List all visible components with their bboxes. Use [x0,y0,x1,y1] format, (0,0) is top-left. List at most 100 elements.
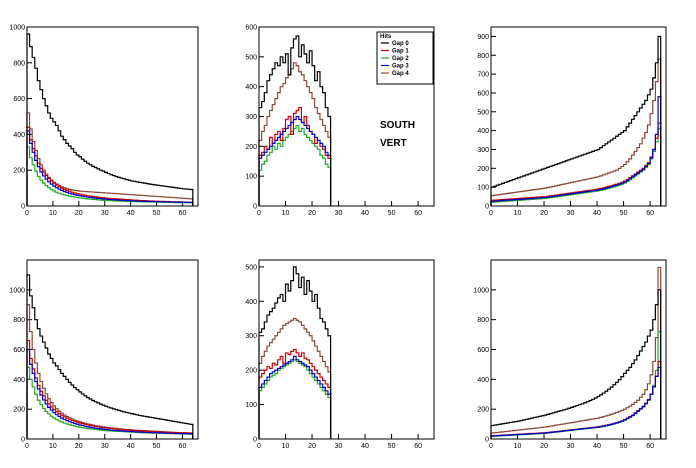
x-tick-label: 10 [49,210,57,217]
y-tick-label: 400 [245,84,257,91]
y-tick-label: 1000 [9,25,25,32]
y-tick-label: 1000 [473,287,489,294]
x-tick-label: 40 [127,210,135,217]
y-tick-label: 100 [477,185,489,192]
legend-entry: Gap 2 [392,56,409,62]
series-gap-4 [258,62,332,206]
series-gap-0 [26,274,194,439]
panel-top-right: 0 10 20 30 40 50 60010020030040050060070080090… [477,26,667,217]
series-gap-0 [26,33,194,206]
y-tick-label: 600 [13,96,25,103]
y-tick-label: 0 [253,437,257,444]
x-tick-label: 40 [127,443,135,450]
y-tick-label: 800 [13,317,25,324]
y-tick-label: 800 [477,317,489,324]
series-gap-0 [258,35,332,206]
series-gap-3 [26,130,194,206]
y-tick-label: 100 [245,174,257,181]
y-tick-label: 600 [477,347,489,354]
x-tick-label: 60 [646,443,654,450]
y-tick-label: 800 [477,53,489,60]
legend-entry: Gap 4 [392,71,409,77]
plot-frame [490,259,667,440]
y-tick-label: 1000 [9,287,25,294]
series-gap-3 [26,348,194,439]
x-tick-label: 10 [49,443,57,450]
series-gap-1 [490,122,662,206]
legend-entry: Gap 1 [392,49,409,55]
y-tick-label: 600 [245,25,257,32]
x-tick-label: 20 [75,443,83,450]
y-tick-label: 400 [477,377,489,384]
y-tick-label: 200 [13,168,25,175]
x-tick-label: 50 [620,210,628,217]
y-tick-label: 300 [245,333,257,340]
series-gap-0 [258,266,332,439]
y-tick-label: 400 [477,128,489,135]
x-tick-label: 0 [25,443,29,450]
y-tick-label: 700 [477,72,489,79]
x-tick-label: 60 [179,210,187,217]
y-tick-label: 200 [245,368,257,375]
x-tick-label: 0 [489,210,493,217]
x-tick-label: 30 [567,443,575,450]
series-gap-4 [490,58,662,206]
series-gap-4 [26,112,194,206]
x-tick-label: 60 [414,210,422,217]
y-tick-label: 800 [13,60,25,67]
series-gap-3 [258,355,332,439]
x-tick-label: 20 [308,443,316,450]
series-gap-2 [258,124,332,206]
x-tick-label: 20 [308,210,316,217]
y-tick-label: 500 [245,54,257,61]
x-tick-label: 30 [101,210,109,217]
y-tick-label: 300 [477,147,489,154]
plot-frame [26,26,199,207]
y-tick-label: 500 [245,264,257,271]
series-gap-1 [26,339,194,439]
x-tick-label: 30 [101,443,109,450]
y-tick-label: 200 [245,144,257,151]
x-tick-label: 30 [335,210,343,217]
x-tick-label: 50 [620,443,628,450]
legend-entry: Gap 3 [392,64,409,70]
series-gap-3 [258,115,332,206]
annotation-south: SOUTH [380,120,415,131]
y-tick-label: 0 [485,204,489,211]
y-tick-label: 200 [13,407,25,414]
y-tick-label: 0 [485,437,489,444]
x-tick-label: 50 [388,443,396,450]
y-tick-label: 0 [21,437,25,444]
x-tick-label: 20 [540,443,548,450]
x-tick-label: 50 [388,210,396,217]
y-tick-label: 400 [13,132,25,139]
panel-bottom-middle: 0 10 20 30 40 50 60 0 100 200 300 400 500 [245,259,435,450]
annotation-vert: VERT [380,138,407,149]
x-tick-label: 30 [567,210,575,217]
series-gap-3 [490,96,662,206]
y-tick-label: 400 [13,377,25,384]
x-tick-label: 50 [153,210,161,217]
y-tick-label: 500 [477,109,489,116]
series-gap-3 [490,366,662,439]
x-tick-label: 60 [414,443,422,450]
series-gap-4 [258,317,332,439]
y-tick-label: 100 [245,402,257,409]
x-tick-label: 60 [179,443,187,450]
x-tick-label: 0 [257,210,261,217]
series-gap-1 [258,348,332,439]
y-tick-label: 600 [13,347,25,354]
x-tick-label: 10 [514,210,522,217]
x-tick-label: 40 [593,443,601,450]
y-tick-label: 400 [245,299,257,306]
x-tick-label: 30 [335,443,343,450]
y-tick-label: 200 [477,166,489,173]
x-tick-label: 40 [361,210,369,217]
x-tick-label: 50 [153,443,161,450]
y-tick-label: 200 [477,407,489,414]
